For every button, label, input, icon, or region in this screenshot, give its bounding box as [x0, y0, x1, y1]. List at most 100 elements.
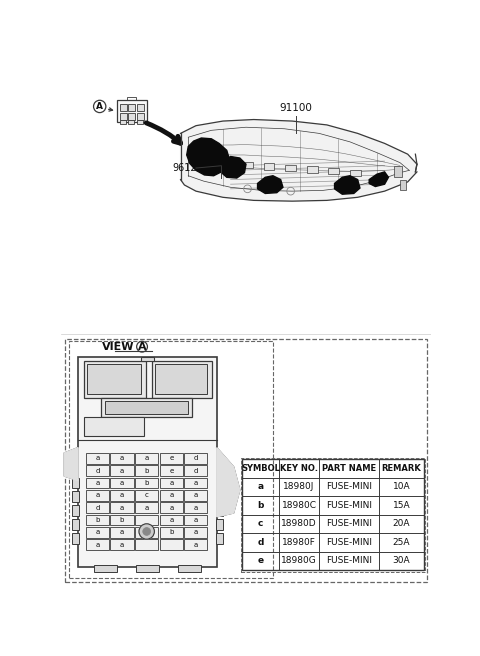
- Bar: [135, 453, 158, 464]
- Text: FUSE-MINI: FUSE-MINI: [326, 520, 372, 528]
- Text: a: a: [120, 542, 124, 548]
- Bar: [184, 478, 207, 488]
- Bar: [137, 113, 144, 119]
- Text: a: a: [169, 492, 173, 499]
- Polygon shape: [369, 172, 388, 186]
- Bar: [135, 490, 158, 501]
- Bar: [137, 104, 144, 111]
- Text: a: a: [120, 529, 124, 535]
- Polygon shape: [180, 119, 417, 201]
- Bar: [160, 514, 183, 525]
- Text: a: a: [169, 504, 173, 510]
- Bar: [216, 519, 223, 530]
- Bar: [394, 167, 402, 177]
- Bar: [285, 165, 296, 171]
- Text: a: a: [194, 517, 198, 523]
- Bar: [118, 100, 147, 122]
- Text: c: c: [258, 520, 264, 528]
- Bar: [86, 539, 109, 550]
- Text: a: a: [120, 455, 124, 461]
- Text: e: e: [169, 455, 173, 461]
- Text: a: a: [194, 504, 198, 510]
- Text: b: b: [144, 468, 149, 474]
- Bar: [128, 120, 134, 124]
- Text: 18980G: 18980G: [281, 556, 317, 565]
- Bar: [120, 120, 126, 124]
- Text: d: d: [194, 455, 198, 461]
- Bar: [216, 478, 223, 488]
- Bar: [110, 490, 133, 501]
- Text: a: a: [144, 504, 149, 510]
- Bar: [135, 539, 158, 550]
- Polygon shape: [258, 176, 283, 194]
- Bar: [264, 163, 275, 170]
- Bar: [184, 453, 207, 464]
- Polygon shape: [64, 447, 78, 481]
- Text: b: b: [144, 480, 149, 486]
- Text: a: a: [144, 455, 149, 461]
- Bar: [87, 364, 141, 394]
- Bar: [184, 539, 207, 550]
- Bar: [160, 502, 183, 513]
- Text: a: a: [169, 517, 173, 523]
- Bar: [160, 453, 183, 464]
- Bar: [135, 478, 158, 488]
- Text: 15A: 15A: [393, 501, 410, 510]
- Polygon shape: [219, 157, 246, 178]
- Bar: [135, 465, 158, 476]
- Bar: [184, 514, 207, 525]
- Text: a: a: [194, 492, 198, 499]
- Bar: [84, 417, 144, 436]
- Bar: [141, 357, 154, 361]
- Bar: [120, 113, 127, 119]
- Text: c: c: [145, 492, 149, 499]
- Text: b: b: [257, 501, 264, 510]
- Text: 30A: 30A: [393, 556, 410, 565]
- Bar: [328, 168, 339, 174]
- Text: 91100: 91100: [280, 102, 312, 113]
- Text: a: a: [258, 482, 264, 491]
- Text: 18980F: 18980F: [282, 538, 316, 546]
- Text: b: b: [95, 517, 99, 523]
- Bar: [110, 527, 133, 538]
- Circle shape: [139, 523, 155, 539]
- Bar: [86, 527, 109, 538]
- Bar: [160, 465, 183, 476]
- Bar: [110, 453, 133, 464]
- Bar: [160, 527, 183, 538]
- Bar: [137, 120, 143, 124]
- Text: a: a: [120, 468, 124, 474]
- Bar: [84, 361, 146, 398]
- Polygon shape: [187, 138, 229, 176]
- Bar: [184, 502, 207, 513]
- Bar: [110, 465, 133, 476]
- Text: a: a: [169, 480, 173, 486]
- Bar: [240, 458, 425, 571]
- Text: KEY NO.: KEY NO.: [280, 464, 318, 473]
- Bar: [184, 490, 207, 501]
- Text: d: d: [95, 504, 99, 510]
- Text: a: a: [95, 529, 99, 535]
- Text: b: b: [169, 529, 173, 535]
- Text: PART NAME: PART NAME: [322, 464, 376, 473]
- Bar: [242, 459, 424, 570]
- Bar: [160, 490, 183, 501]
- Polygon shape: [217, 447, 240, 517]
- Bar: [221, 486, 228, 494]
- Text: e: e: [258, 556, 264, 565]
- Text: a: a: [120, 480, 124, 486]
- Text: b: b: [120, 517, 124, 523]
- Text: d: d: [194, 468, 198, 474]
- Text: a: a: [120, 492, 124, 499]
- Bar: [72, 505, 79, 516]
- Bar: [242, 162, 253, 168]
- Bar: [135, 502, 158, 513]
- Text: A: A: [96, 102, 103, 111]
- Text: a: a: [95, 542, 99, 548]
- Text: VIEW: VIEW: [102, 342, 134, 352]
- Bar: [101, 398, 192, 417]
- Bar: [86, 465, 109, 476]
- Text: a: a: [95, 480, 99, 486]
- Text: 96120H: 96120H: [173, 163, 211, 173]
- Text: a: a: [194, 542, 198, 548]
